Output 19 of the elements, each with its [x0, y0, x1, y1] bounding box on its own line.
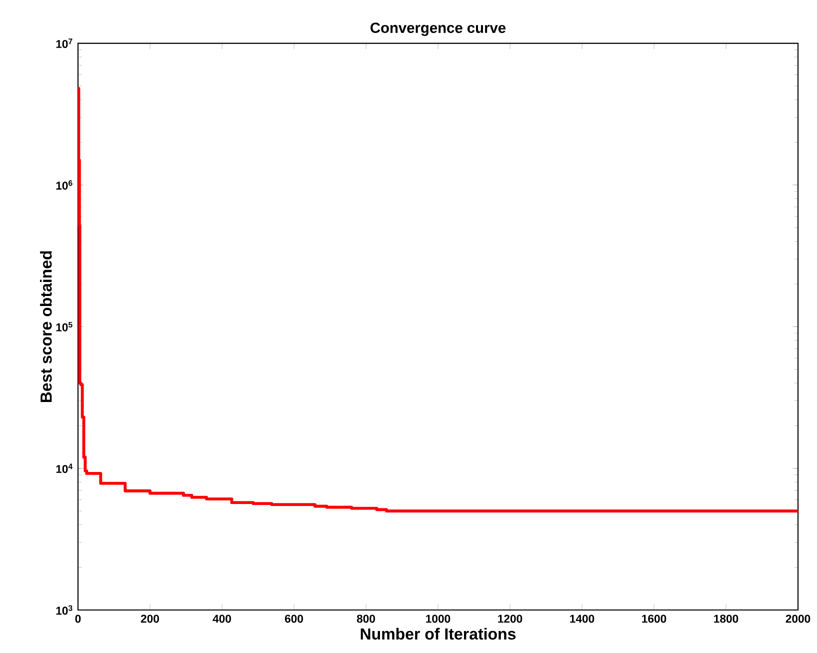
x-tick-label: 1400	[570, 614, 594, 623]
x-tick-label: 600	[284, 614, 303, 623]
x-tick-label: 2000	[786, 614, 810, 623]
x-tick-label: 1200	[498, 614, 522, 623]
x-tick-label: 200	[140, 614, 159, 623]
x-tick-label: 1000	[426, 614, 450, 623]
y-tick-label: 10$^{4}$	[56, 464, 73, 473]
y-tick-label: 10$^{6}$	[56, 180, 72, 190]
y-tick-label: 10$^{5}$	[56, 322, 72, 332]
x-tick-label: 1600	[642, 614, 666, 623]
y-tick-label: 10$^{3}$	[56, 605, 72, 615]
x-axis-title: Number of Iterations	[360, 628, 516, 640]
x-tick-label: 800	[356, 614, 375, 623]
x-tick-label: 0	[75, 614, 81, 623]
chart-title: Convergence curve	[370, 22, 506, 36]
y-tick-label: 10$^{7}$	[56, 38, 72, 48]
x-tick-label: 1800	[714, 614, 738, 623]
x-tick-label: 400	[212, 614, 231, 623]
y-axis-title: Best score obtained	[40, 251, 52, 402]
